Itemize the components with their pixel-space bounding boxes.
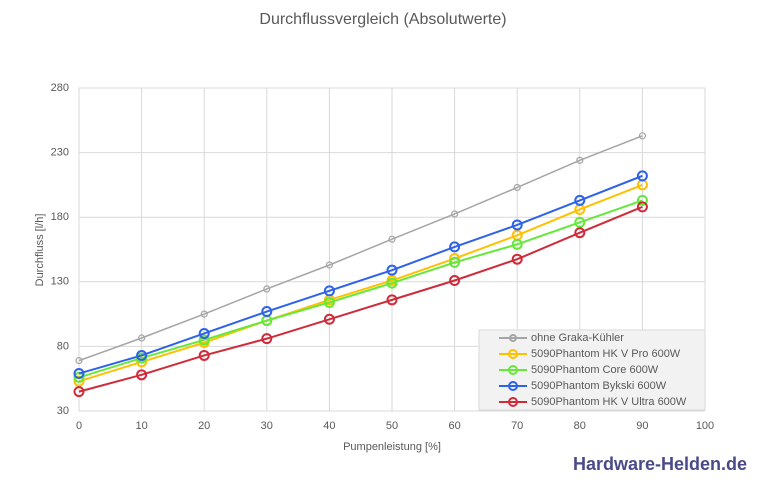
point [138, 334, 146, 342]
point [73, 368, 85, 380]
y-tick-label: 230 [51, 147, 69, 159]
x-tick-label: 100 [696, 420, 714, 432]
series-line [78, 183, 643, 383]
y-tick-label: 280 [51, 82, 69, 94]
x-axis-label: Pumpenleistung [%] [343, 441, 441, 453]
point [636, 194, 648, 206]
point [451, 210, 459, 218]
point [511, 219, 523, 231]
y-tick-label: 180 [51, 211, 69, 223]
point [386, 294, 398, 306]
x-tick-label: 80 [574, 420, 586, 432]
point [636, 201, 648, 213]
x-tick-label: 50 [386, 420, 398, 432]
point [636, 170, 648, 182]
point [136, 369, 148, 381]
point [261, 306, 273, 318]
point [261, 333, 273, 345]
x-tick-label: 40 [323, 420, 335, 432]
series-line [78, 135, 643, 362]
legend-label: 5090Phantom HK V Pro 600W [531, 348, 681, 360]
x-tick-label: 20 [198, 420, 210, 432]
point [449, 275, 461, 287]
legend-marker [508, 381, 518, 391]
point [574, 194, 586, 206]
point [75, 357, 83, 365]
point [136, 349, 148, 361]
point [198, 327, 210, 339]
point [638, 132, 647, 140]
x-tick-label: 60 [448, 420, 460, 432]
watermark: Hardware-Helden.de [573, 454, 747, 474]
point [323, 296, 335, 308]
x-tick-label: 0 [76, 420, 82, 432]
chart-title: Durchflussvergleich (Absolutwerte) [259, 11, 506, 28]
legend-marker [508, 349, 518, 359]
point [200, 310, 208, 318]
legend-marker [509, 334, 517, 342]
point [511, 253, 523, 265]
point [386, 264, 398, 276]
point [198, 334, 210, 346]
point [263, 285, 271, 293]
point [325, 261, 333, 269]
point [386, 277, 398, 289]
legend-label: 5090Phantom HK V Ultra 600W [531, 396, 687, 408]
point [574, 216, 586, 228]
x-tick-label: 30 [261, 420, 273, 432]
series-line [78, 174, 643, 375]
point [198, 349, 210, 361]
point [513, 183, 521, 192]
point [576, 156, 584, 164]
point [449, 241, 461, 253]
legend-label: 5090Phantom Core 600W [531, 364, 659, 376]
legend-label: 5090Phantom Bykski 600W [531, 380, 667, 392]
y-tick-label: 80 [57, 340, 69, 352]
x-tick-label: 10 [135, 420, 147, 432]
point [73, 386, 85, 398]
point [323, 285, 335, 297]
y-tick-label: 30 [57, 405, 69, 417]
legend-label: ohne Graka-Kühler [531, 332, 624, 344]
x-tick-label: 90 [636, 420, 648, 432]
x-tick-label: 70 [511, 420, 523, 432]
series-line [78, 205, 643, 393]
y-axis-label: Durchfluss [l/h] [34, 214, 46, 287]
point [511, 238, 523, 250]
legend-marker [508, 365, 518, 375]
point [323, 313, 335, 325]
y-tick-label: 130 [51, 276, 69, 288]
point [574, 227, 586, 239]
legend-marker [508, 397, 518, 407]
series-line [78, 199, 643, 379]
point [449, 256, 461, 268]
point [388, 235, 396, 243]
